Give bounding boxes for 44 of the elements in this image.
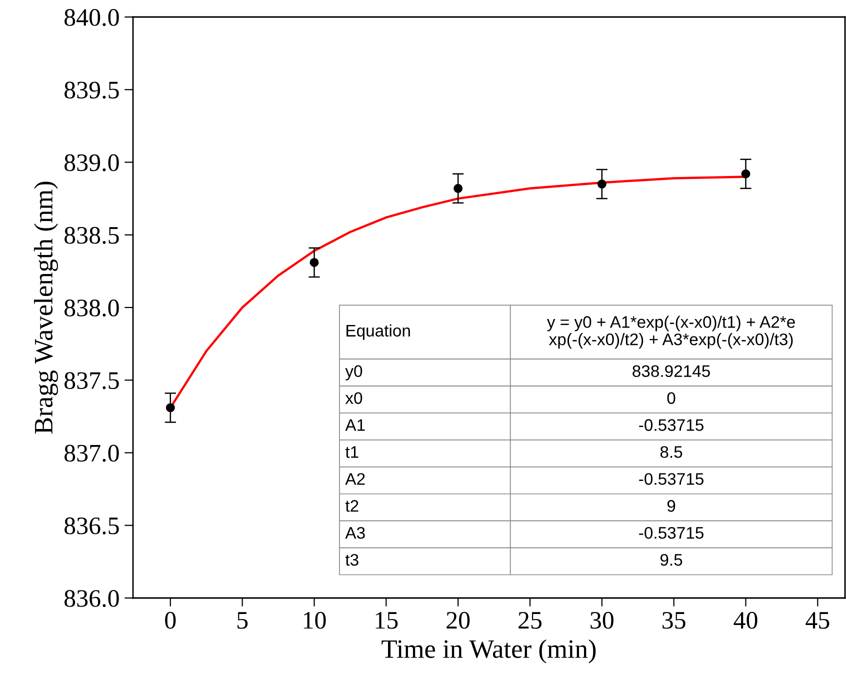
x-tick-label: 40 — [734, 612, 758, 629]
x-axis-title: Time in Water (min) — [382, 639, 596, 664]
y-tick-label: 836.0 — [64, 590, 119, 608]
annotation: A1 — [345, 419, 365, 431]
annotation: 8.5 — [660, 446, 682, 458]
annotation: A3 — [345, 526, 365, 539]
point — [741, 169, 750, 178]
point — [597, 180, 606, 189]
y-tick-label: 836.5 — [64, 517, 119, 534]
annotation: t3 — [345, 554, 358, 566]
x-tick-label: 30 — [590, 612, 614, 629]
y-axis-title: Bragg Wavelength (nm) — [34, 182, 58, 434]
x-tick-label: 20 — [446, 612, 470, 629]
annotation: y0 — [345, 365, 362, 380]
annotation: -0.53715 — [639, 419, 704, 431]
annotation: 0 — [667, 392, 676, 404]
annotation: 9.5 — [660, 554, 682, 566]
x-tick-label: 5 — [238, 612, 248, 629]
annotation: -0.53715 — [639, 473, 704, 485]
x-tick-label: 15 — [376, 612, 398, 629]
annotation: Equation — [346, 324, 410, 340]
x-tick-label: 0 — [165, 612, 176, 629]
point — [166, 403, 175, 412]
x-tick-label: 45 — [806, 612, 830, 629]
annotation: t1 — [345, 446, 358, 458]
y-tick-label: 840.0 — [64, 9, 119, 26]
annotation: -0.53715 — [639, 526, 704, 539]
point — [310, 258, 319, 267]
y-tick-label: 837.0 — [64, 444, 119, 462]
x-tick-label: 25 — [518, 612, 542, 629]
annotation: 9 — [667, 500, 676, 512]
point — [454, 184, 463, 193]
x-tick-label: 35 — [662, 612, 686, 629]
y-tick-label: 839.0 — [64, 154, 119, 172]
annotation: x0 — [345, 392, 362, 404]
annotation: y = y0 + A1*exp(-(x-x0)/t1) + A2*e xp(-(x-x0)/t2) + A3*exp(-(x-x0)/t3) — [546, 316, 795, 349]
y-tick-label: 838.5 — [64, 226, 119, 244]
annotation: A2 — [345, 473, 365, 485]
y-tick-label: 839.5 — [64, 82, 119, 99]
annotation: t2 — [345, 500, 358, 512]
annotation: 838.92145 — [632, 365, 710, 378]
y-tick-label: 838.0 — [64, 300, 119, 317]
x-tick-label: 10 — [304, 612, 326, 629]
y-tick-label: 837.5 — [64, 372, 119, 390]
